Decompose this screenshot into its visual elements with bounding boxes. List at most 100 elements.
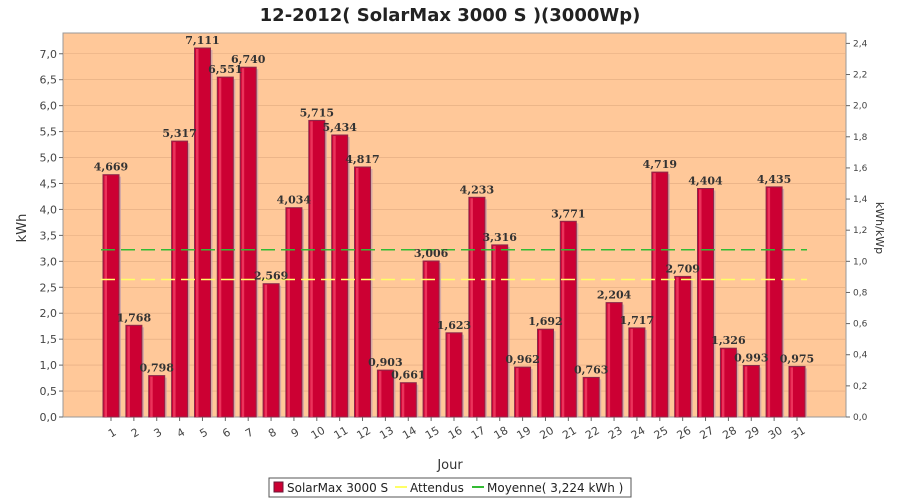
bar-highlight [790, 367, 793, 417]
bar-highlight [333, 136, 336, 417]
bar-highlight [676, 277, 679, 417]
x-tick-label: 28 [720, 424, 739, 442]
x-tick-label: 17 [469, 424, 488, 442]
y-right-tick-label: 1,4 [853, 195, 868, 205]
data-label: 3,006 [414, 247, 449, 260]
bar-highlight [196, 49, 199, 417]
x-tick-label: 13 [377, 424, 396, 442]
data-label: 1,623 [437, 319, 471, 332]
reference-lines [101, 248, 807, 281]
y-right-tick-label: 1,6 [853, 164, 868, 174]
data-label: 0,975 [780, 352, 814, 365]
data-label: 2,709 [665, 262, 699, 275]
legend-swatch-solarmax [273, 481, 284, 493]
y-axis-label: kWh [15, 214, 30, 243]
legend-label-moyenne: Moyenne( 3,224 kWh ) [487, 481, 623, 495]
x-tick-label: 24 [629, 424, 648, 442]
bar-highlight [218, 78, 222, 417]
x-tick-label: 25 [652, 424, 671, 442]
y-right-tick-label: 1,8 [853, 133, 868, 143]
data-label: 1,717 [620, 314, 654, 327]
data-label: 7,111 [185, 34, 219, 47]
y-axis-right-label: kWh/kWp [873, 202, 886, 254]
legend-label-attendus: Attendus [410, 481, 464, 495]
data-label: 1,326 [711, 334, 746, 347]
x-tick-label: 27 [697, 424, 716, 442]
data-label: 4,817 [345, 153, 379, 166]
legend: SolarMax 3000 S Attendus Moyenne( 3,224 … [268, 477, 632, 498]
bar-highlight [447, 333, 450, 417]
bar-highlight [493, 245, 496, 417]
y-tick-label: 2,5 [40, 281, 58, 294]
bar-highlight [607, 303, 611, 417]
data-label: 0,661 [391, 369, 425, 382]
x-tick-label: 14 [400, 424, 419, 442]
bar-highlight [401, 383, 405, 417]
y-right-tick-label: 0,2 [853, 382, 867, 392]
data-label: 0,993 [734, 352, 768, 365]
data-label: 0,763 [574, 363, 608, 376]
data-label: 4,404 [688, 175, 723, 188]
legend-label-solarmax: SolarMax 3000 S [287, 481, 388, 495]
y-tick-label: 4,0 [40, 203, 58, 216]
bar-highlight [630, 328, 633, 417]
bar-highlight [104, 175, 107, 417]
y-right-tick-label: 2,0 [853, 102, 868, 112]
data-label: 0,962 [505, 353, 539, 366]
x-tick-label: 15 [423, 424, 442, 442]
x-tick-label: 12 [354, 424, 373, 442]
bar-highlight [516, 368, 519, 417]
data-label: 6,551 [208, 63, 242, 76]
x-axis-label: Jour [436, 458, 463, 473]
bar-highlight [264, 284, 268, 417]
chart-title: 12-2012( SolarMax 3000 S )(3000Wp) [260, 5, 641, 26]
data-label: 4,719 [643, 158, 677, 171]
legend-box [268, 477, 632, 498]
data-label: 0,798 [139, 362, 174, 375]
bar-highlight [150, 376, 153, 417]
data-label: 3,316 [482, 231, 517, 244]
bar-highlight [424, 262, 428, 417]
x-tick-label: 23 [606, 424, 625, 442]
bar-highlight [767, 187, 771, 417]
x-tick-label: 10 [309, 424, 328, 442]
data-label: 5,434 [322, 121, 357, 134]
bar-highlight [653, 173, 656, 417]
data-label: 4,435 [757, 173, 791, 186]
data-label: 4,669 [94, 161, 128, 174]
y-right-tick-label: 0,6 [853, 320, 868, 330]
bar-highlight [539, 330, 542, 417]
bar-highlight [721, 349, 725, 417]
y-tick-label: 1,5 [40, 333, 58, 346]
y-right-tick-label: 0,4 [853, 351, 868, 361]
data-label: 1,692 [528, 315, 562, 328]
data-label: 4,233 [460, 183, 494, 196]
data-label: 1,768 [117, 311, 152, 324]
bar-highlight [310, 121, 313, 418]
y-tick-label: 6,0 [40, 100, 58, 113]
data-label: 5,715 [300, 106, 334, 119]
x-tick-label: 18 [492, 424, 511, 442]
bar-highlight [584, 378, 588, 417]
bar-highlight [470, 198, 473, 417]
y-right-tick-label: 1,0 [853, 257, 868, 267]
y-axis-right: 0,0 0,2 0,4 0,6 0,8 1,0 1,2 1,4 1,6 1,8 2,0 2,2 2,4 [846, 39, 868, 423]
y-tick-label: 4,5 [40, 177, 58, 190]
bar-highlight [287, 208, 290, 417]
x-tick-label: 19 [515, 424, 534, 442]
y-tick-label: 0,5 [40, 385, 58, 398]
data-label: 2,204 [597, 289, 632, 302]
bar-series [102, 47, 807, 418]
data-label: 6,740 [231, 53, 266, 66]
bar-highlight [744, 366, 748, 417]
data-label: 0,903 [368, 356, 402, 369]
bar-highlight [561, 222, 565, 417]
y-tick-label: 3,5 [40, 229, 58, 242]
x-tick-label: 26 [675, 424, 694, 442]
x-tick-label: 11 [332, 424, 351, 442]
y-tick-label: 5,0 [40, 152, 58, 165]
y-right-tick-label: 0,8 [853, 288, 868, 298]
x-tick-label: 21 [560, 424, 579, 442]
